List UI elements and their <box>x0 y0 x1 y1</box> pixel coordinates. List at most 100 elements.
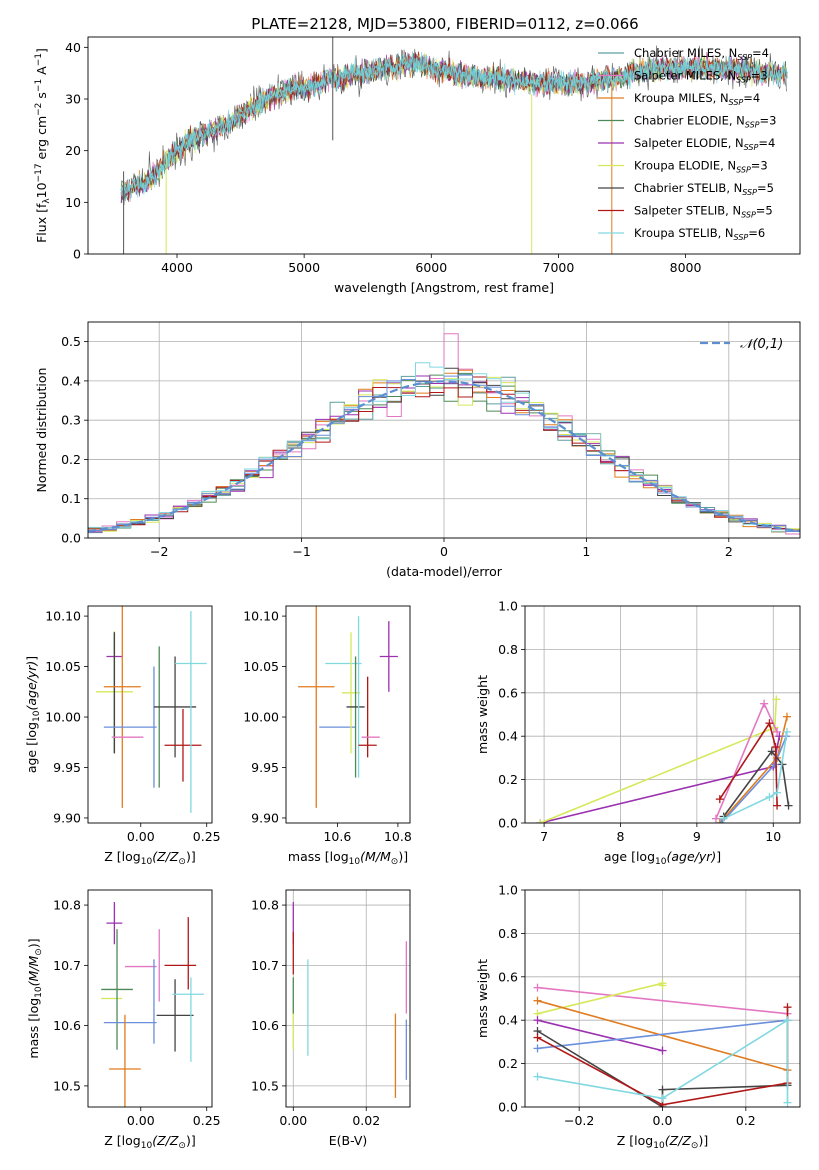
y-tick-label: 0.4 <box>498 1013 518 1028</box>
plus-marker <box>711 814 720 823</box>
y-axis-label: mass [log10(M/M⊙)] <box>26 938 44 1058</box>
y-tick-label: 0.0 <box>61 531 81 546</box>
x-axis-label: E(B-V) <box>329 1133 368 1148</box>
plus-marker <box>533 1072 542 1081</box>
plus-marker <box>658 981 667 990</box>
histogram-step <box>88 376 800 532</box>
weight-line <box>722 750 790 817</box>
x-tick-label: 0.25 <box>193 829 221 844</box>
x-tick-label: −1 <box>292 544 310 559</box>
y-tick-label: 9.90 <box>53 810 81 825</box>
errorbar-point <box>101 929 133 1050</box>
plus-marker <box>783 1016 792 1025</box>
y-tick-label: 1.0 <box>498 883 518 898</box>
plus-marker <box>765 792 774 801</box>
y-tick-label: 0 <box>73 247 81 262</box>
errorbar-point <box>153 656 197 758</box>
plus-marker <box>771 743 780 752</box>
panel-mass-vs-EBV: 0.00 0.02 10.5 10.6 10.7 10.8 E(B-V) <box>251 889 411 1148</box>
y-axis-label: mass weight <box>475 675 490 754</box>
y-tick-label: 9.95 <box>53 760 81 775</box>
plus-marker <box>767 747 776 756</box>
normal-curve <box>88 380 800 533</box>
x-tick-label: 0.00 <box>279 1113 307 1128</box>
y-tick-label: 0.6 <box>498 685 518 700</box>
y-tick-label: 30 <box>65 92 81 107</box>
x-tick-label: 2 <box>725 544 733 559</box>
y-tick-label: 9.95 <box>251 760 279 775</box>
x-tick-label: 5000 <box>288 260 320 275</box>
y-tick-label: 0.0 <box>498 816 518 831</box>
errorbar-point <box>298 606 335 808</box>
x-axis-label: Z [log10(Z/Z⊙)] <box>104 1133 195 1151</box>
y-tick-label: 10.7 <box>53 958 81 973</box>
y-axis-label: mass weight <box>475 959 490 1038</box>
plus-marker <box>533 1033 542 1042</box>
legend-label: Salpeter MILES, NSSP=3 <box>634 69 768 85</box>
plus-marker <box>658 1046 667 1055</box>
plus-marker <box>773 801 782 810</box>
x-axis-label: Z [log10(Z/Z⊙)] <box>617 1133 708 1151</box>
plus-marker <box>783 1098 792 1107</box>
axes-frame <box>524 889 801 1108</box>
x-tick-label: 6000 <box>415 260 447 275</box>
errorbar-point <box>109 1014 141 1107</box>
axes-frame <box>87 321 801 539</box>
x-axis-label: wavelength [Angstrom, rest frame] <box>334 280 554 295</box>
y-tick-label: 0.8 <box>498 926 518 941</box>
weight-line <box>537 1019 663 1052</box>
y-axis-label: age [log10(age/yr)] <box>24 656 42 773</box>
y-tick-label: 1.0 <box>498 599 518 614</box>
x-tick-label: 4000 <box>161 260 193 275</box>
legend: 𝒩(0,1) <box>700 337 783 352</box>
plot-area <box>88 333 800 535</box>
legend: Chabrier MILES, NSSP=4 Salpeter MILES, NS… <box>598 46 776 242</box>
y-tick-label: 10.8 <box>251 898 279 913</box>
errorbar-point <box>103 606 141 808</box>
plus-marker <box>658 1085 667 1094</box>
x-tick-label: 0.0 <box>653 1113 673 1128</box>
plus-marker <box>658 1094 667 1103</box>
legend-label: Chabrier MILES, NSSP=4 <box>634 46 769 62</box>
legend-label: Salpeter STELIB, NSSP=5 <box>634 204 773 220</box>
errorbar-point <box>379 621 398 692</box>
y-tick-label: 0.1 <box>61 491 81 506</box>
y-tick-label: 10.5 <box>53 1078 81 1093</box>
y-tick-label: 10.7 <box>251 958 279 973</box>
weight-line <box>537 986 788 1015</box>
axes-frame <box>285 605 411 824</box>
legend-label: Kroupa ELODIE, NSSP=3 <box>634 159 768 175</box>
x-tick-label: 10.6 <box>323 829 351 844</box>
weight-line <box>715 701 778 820</box>
y-tick-label: 0.2 <box>498 772 518 787</box>
errorbar-point <box>156 979 194 1052</box>
y-tick-label: 0.5 <box>61 334 81 349</box>
x-tick-label: 7 <box>540 829 548 844</box>
x-tick-label: −2 <box>150 544 168 559</box>
x-axis-label: Z [log10(Z/Z⊙)] <box>104 849 195 867</box>
weight-line <box>537 1019 788 1050</box>
y-tick-label: 0.8 <box>498 642 518 657</box>
y-tick-label: 0.2 <box>498 1056 518 1071</box>
y-tick-label: 0.6 <box>498 969 518 984</box>
plot-area <box>95 606 207 813</box>
x-tick-label: −0.2 <box>564 1113 594 1128</box>
x-tick-label: 7000 <box>543 260 575 275</box>
weight-line <box>723 731 788 820</box>
legend-label: Chabrier ELODIE, NSSP=3 <box>634 114 776 130</box>
y-tick-label: 10.05 <box>45 659 81 674</box>
x-tick-label: 0.00 <box>127 829 155 844</box>
panel-mass-vs-Z: 0.00 0.25 10.5 10.6 10.7 10.8 Z [log10(Z/Z⊙)] m… <box>26 889 221 1151</box>
y-tick-label: 9.90 <box>251 810 279 825</box>
errorbar-point <box>341 632 361 754</box>
plot-area <box>536 695 793 823</box>
panel-weight-vs-Z: −0.2 0.0 0.2 0.0 0.2 0.4 0.6 0.8 1.0 Z [log10(Z/Z… <box>475 883 801 1151</box>
x-axis-label: (data-model)/error <box>386 564 503 579</box>
axes-frame <box>285 889 411 1108</box>
panel-weight-vs-age: 7 8 9 10 0.0 0.2 0.4 0.6 0.8 1.0 age [log10(age/yr… <box>475 599 801 867</box>
weight-line <box>719 721 778 806</box>
x-tick-label: 0.00 <box>127 1113 155 1128</box>
y-axis-label: Flux [fλ10−17 erg cm−2 s−1 A−1] <box>34 48 52 243</box>
panel-age-vs-mass: 10.6 10.8 9.90 9.95 10.00 10.05 10.10 mass [log… <box>243 605 412 867</box>
plus-marker <box>715 819 724 823</box>
